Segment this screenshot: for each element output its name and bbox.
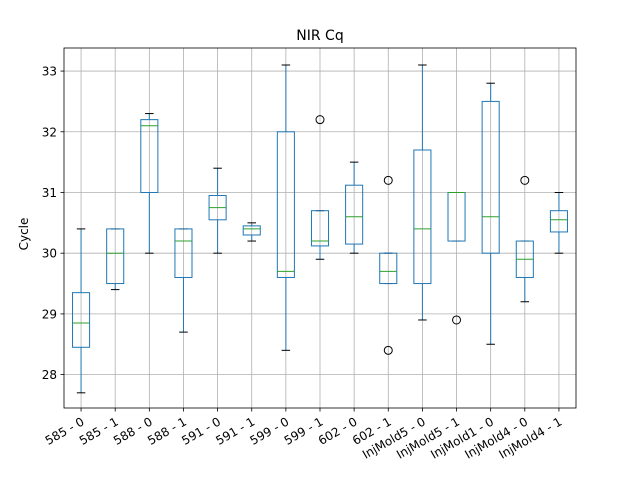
box-14 bbox=[549, 191, 568, 254]
y-tick-label: 32 bbox=[42, 125, 57, 139]
iqr-box bbox=[72, 292, 91, 348]
box-8 bbox=[345, 161, 364, 254]
box-5 bbox=[242, 222, 261, 242]
outlier-point bbox=[315, 115, 325, 125]
box-9 bbox=[379, 175, 398, 355]
iqr-box bbox=[549, 210, 568, 233]
y-tick-label: 30 bbox=[42, 247, 57, 261]
iqr-box bbox=[140, 119, 159, 193]
iqr-box bbox=[276, 131, 295, 278]
outlier-point bbox=[520, 175, 530, 185]
box-4 bbox=[208, 167, 227, 254]
box-12 bbox=[481, 82, 500, 345]
outlier-point bbox=[452, 315, 462, 325]
iqr-box bbox=[174, 228, 193, 278]
iqr-box bbox=[106, 228, 125, 285]
box-1 bbox=[106, 228, 125, 291]
y-tick-label: 31 bbox=[42, 186, 57, 200]
y-tick-label: 28 bbox=[42, 368, 57, 382]
boxes bbox=[72, 64, 568, 394]
iqr-box bbox=[310, 210, 330, 247]
box-13 bbox=[515, 175, 534, 303]
outlier-point bbox=[383, 345, 393, 355]
iqr-box bbox=[345, 184, 364, 245]
box-0 bbox=[72, 228, 91, 394]
box-7 bbox=[310, 115, 330, 260]
box-6 bbox=[276, 64, 295, 351]
iqr-box bbox=[242, 225, 261, 236]
outlier-point bbox=[383, 175, 393, 185]
iqr-box bbox=[413, 149, 432, 285]
box-11 bbox=[447, 191, 466, 325]
y-axis-label: Cycle bbox=[17, 218, 31, 251]
iqr-box bbox=[481, 100, 500, 254]
box-10 bbox=[413, 64, 432, 321]
y-axis-ticks: 28 29 30 31 32 33 bbox=[42, 65, 64, 382]
box-3 bbox=[174, 228, 193, 333]
box-2 bbox=[140, 113, 159, 254]
y-tick-label: 33 bbox=[42, 65, 57, 79]
iqr-box bbox=[379, 252, 398, 285]
y-tick-label: 29 bbox=[42, 307, 57, 321]
chart-title: NIR Cq bbox=[296, 28, 343, 44]
